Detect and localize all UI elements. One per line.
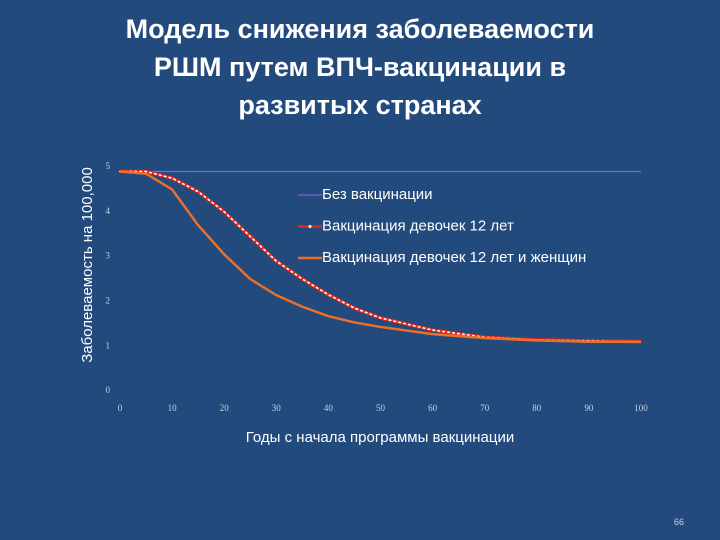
x-tick-label: 70 <box>480 403 490 413</box>
x-tick-label: 60 <box>428 403 438 413</box>
y-axis-label: Заболеваемость на 100,000 <box>79 167 96 363</box>
legend-label: Без вакцинации <box>322 186 433 203</box>
x-tick-label: 100 <box>634 403 648 413</box>
legend-label: Вакцинация девочек 12 лет и женщин <box>322 249 586 266</box>
y-tick-label: 2 <box>106 295 111 305</box>
slide-title: Модель снижения заболеваемости РШМ путем… <box>125 14 595 120</box>
x-tick-label: 50 <box>376 403 386 413</box>
y-tick-label: 5 <box>106 161 111 171</box>
x-tick-label: 40 <box>324 403 334 413</box>
x-tick-label: 0 <box>118 403 123 413</box>
x-axis-label: Годы с начала программы вакцинации <box>246 429 514 446</box>
x-tick-label: 30 <box>272 403 282 413</box>
y-tick-label: 3 <box>106 251 111 261</box>
legend-dot <box>308 225 312 228</box>
x-tick-label: 10 <box>168 403 178 413</box>
x-tick-label: 20 <box>220 403 230 413</box>
x-tick-label: 90 <box>584 403 594 413</box>
x-tick-label: 80 <box>532 403 542 413</box>
y-tick-label: 0 <box>106 385 111 395</box>
y-tick-label: 1 <box>106 340 111 350</box>
legend-label: Вакцинация девочек 12 лет <box>322 217 514 234</box>
y-tick-label: 4 <box>106 206 111 216</box>
page-number: 66 <box>674 517 684 527</box>
line-2 <box>119 170 641 343</box>
